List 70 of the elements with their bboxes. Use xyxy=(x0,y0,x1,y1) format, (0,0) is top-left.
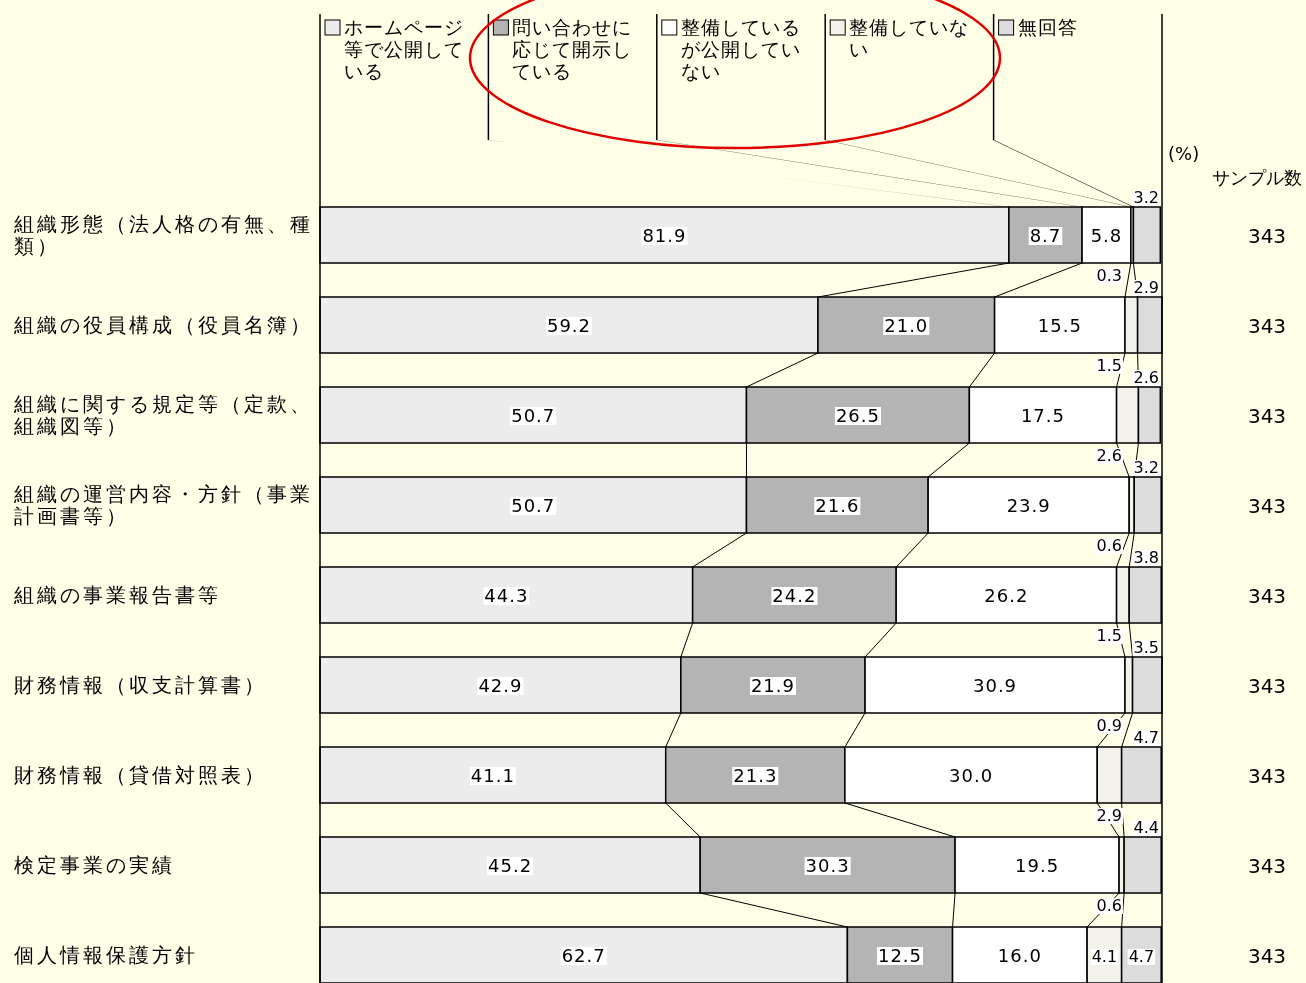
data-label: 4.7 xyxy=(1128,947,1155,966)
legend-label: 整備していない xyxy=(849,16,970,60)
y-tick-label: 組織の運営内容・方針（事業計画書等） xyxy=(13,482,313,528)
data-label: 3.2 xyxy=(1133,458,1159,477)
data-label: 3.2 xyxy=(1133,188,1159,207)
legend-label: ホームページ等で公開している xyxy=(344,16,464,82)
legend-label: 無回答 xyxy=(1017,16,1078,38)
data-label: 81.9 xyxy=(642,225,687,246)
y-tick-label: 組織の役員構成（役員名簿） xyxy=(13,313,313,337)
data-label: 1.5 xyxy=(1096,626,1122,645)
data-label: 21.6 xyxy=(815,495,860,516)
data-label: 45.2 xyxy=(488,855,533,876)
data-label: 0.9 xyxy=(1096,716,1122,735)
text: 343 xyxy=(1247,764,1287,788)
text: 343 xyxy=(1247,944,1287,968)
data-label: 21.3 xyxy=(733,765,778,786)
y-tick-label: 財務情報（貸借対照表） xyxy=(14,763,267,787)
data-label: 26.2 xyxy=(984,585,1029,606)
data-label: 5.8 xyxy=(1090,225,1123,246)
data-label: 2.6 xyxy=(1096,446,1122,465)
data-label: 50.7 xyxy=(511,405,556,426)
data-label: 4.4 xyxy=(1133,818,1159,837)
data-label: 2.9 xyxy=(1096,806,1122,825)
text: 343 xyxy=(1247,224,1287,248)
data-label: 42.9 xyxy=(478,675,523,696)
y-tick-label: 個人情報保護方針 xyxy=(14,943,198,967)
data-label: 16.0 xyxy=(997,945,1042,966)
data-label: 4.7 xyxy=(1133,728,1159,747)
data-label: 0.6 xyxy=(1096,536,1122,555)
data-label: 44.3 xyxy=(484,585,529,606)
legend-label: 整備しているが公開していない xyxy=(680,16,801,82)
text: 343 xyxy=(1247,314,1287,338)
data-label: 30.9 xyxy=(972,675,1018,696)
data-label: 41.1 xyxy=(470,765,515,786)
y-tick-label: 組織の事業報告書等 xyxy=(13,583,221,607)
data-label: 4.1 xyxy=(1091,947,1118,966)
data-label: 62.7 xyxy=(561,945,606,966)
data-label: 8.7 xyxy=(1029,225,1062,246)
data-label: 19.5 xyxy=(1015,855,1060,876)
y-tick-label: 検定事業の実績 xyxy=(14,853,175,877)
data-label: 21.0 xyxy=(884,315,929,336)
data-label: 30.0 xyxy=(949,765,994,786)
data-label: 3.5 xyxy=(1133,638,1159,657)
data-label: 26.5 xyxy=(835,405,880,426)
data-label: 15.5 xyxy=(1037,315,1082,336)
text: 343 xyxy=(1247,584,1287,608)
text: サンプル数 xyxy=(1212,167,1302,188)
data-label: 2.9 xyxy=(1133,278,1159,297)
y-tick-label: 組織形態（法人格の有無、種類） xyxy=(13,212,313,258)
data-label: 50.7 xyxy=(511,495,556,516)
text: 343 xyxy=(1247,674,1287,698)
text: 343 xyxy=(1247,854,1287,878)
text: 343 xyxy=(1247,494,1287,518)
data-label: 0.3 xyxy=(1096,266,1122,285)
data-label: 12.5 xyxy=(877,945,923,966)
data-label: 30.3 xyxy=(805,855,850,876)
data-label: 59.2 xyxy=(546,315,592,336)
data-label: 3.8 xyxy=(1133,548,1159,567)
data-label: 23.9 xyxy=(1006,495,1051,516)
data-label: 2.6 xyxy=(1133,368,1159,387)
legend-label: 問い合わせに応じて開示している xyxy=(512,16,633,82)
data-label: 0.6 xyxy=(1096,896,1122,915)
data-label: 1.5 xyxy=(1096,356,1122,375)
data-label: 24.2 xyxy=(772,585,817,606)
text: (%) xyxy=(1168,143,1200,164)
data-label: 17.5 xyxy=(1020,405,1066,426)
y-tick-label: 組織に関する規定等（定款、組織図等） xyxy=(13,392,313,438)
y-tick-label: 財務情報（収支計算書） xyxy=(14,673,267,697)
data-label: 21.9 xyxy=(750,675,795,696)
text: 343 xyxy=(1247,404,1287,428)
